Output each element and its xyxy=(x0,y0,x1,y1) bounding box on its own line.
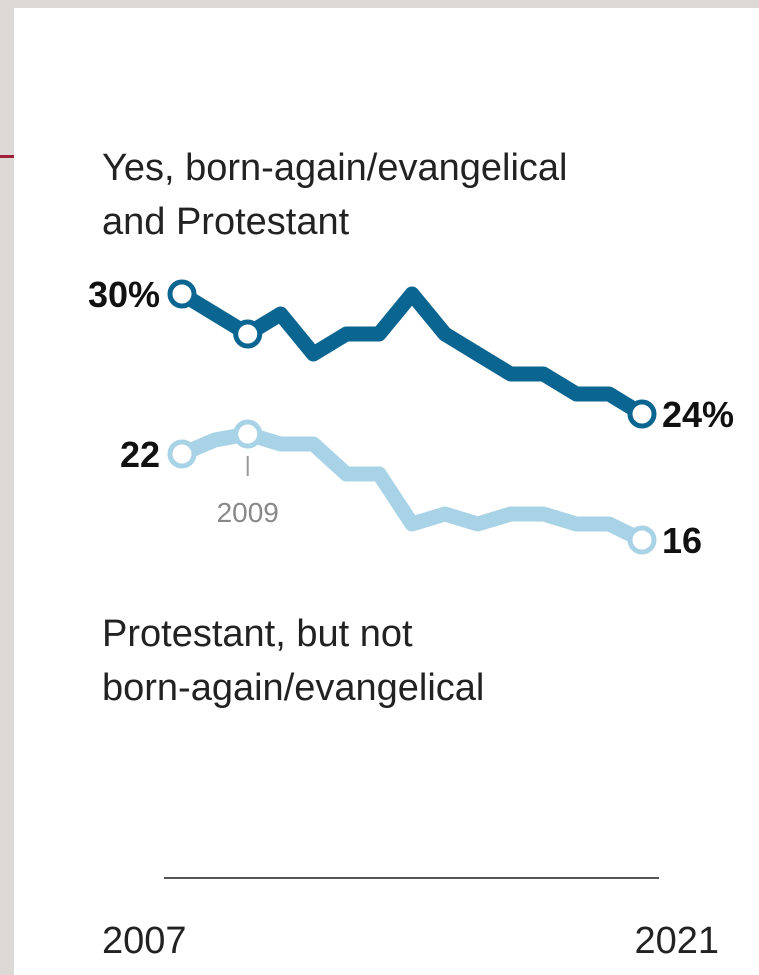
x-tick-label-start: 2007 xyxy=(102,920,187,962)
series-1-marker-2007 xyxy=(167,279,197,309)
series-1-marker-2009 xyxy=(233,319,263,349)
series-2-marker-2009 xyxy=(233,419,263,449)
series-1-end-label: 24% xyxy=(662,394,734,435)
series-1-name-line-1: Yes, born-again/evangelical xyxy=(102,147,567,189)
series-2-start-label: 22 xyxy=(120,434,160,475)
series-2-marker-2007 xyxy=(167,439,197,469)
series-1-name-line-2: and Protestant xyxy=(102,201,350,243)
chart-marks: 2009 30% 24% 22 16 xyxy=(88,274,734,561)
series-2-name-line-1: Protestant, but not xyxy=(102,613,413,655)
series-1-start-label: 30% xyxy=(88,274,160,315)
series-1-line xyxy=(174,286,650,422)
x-tick-label-end: 2021 xyxy=(634,920,719,962)
line-chart: Yes, born-again/evangelical and Protesta… xyxy=(88,147,734,962)
series-2-name-line-2: born-again/evangelical xyxy=(102,667,484,709)
callout-label: 2009 xyxy=(217,497,279,528)
series-2-end-label: 16 xyxy=(662,520,702,561)
chart-panel: Yes, born-again/evangelical and Protesta… xyxy=(14,8,759,975)
series-1-marker-2021 xyxy=(627,399,657,429)
series-2-marker-2021 xyxy=(627,525,657,555)
